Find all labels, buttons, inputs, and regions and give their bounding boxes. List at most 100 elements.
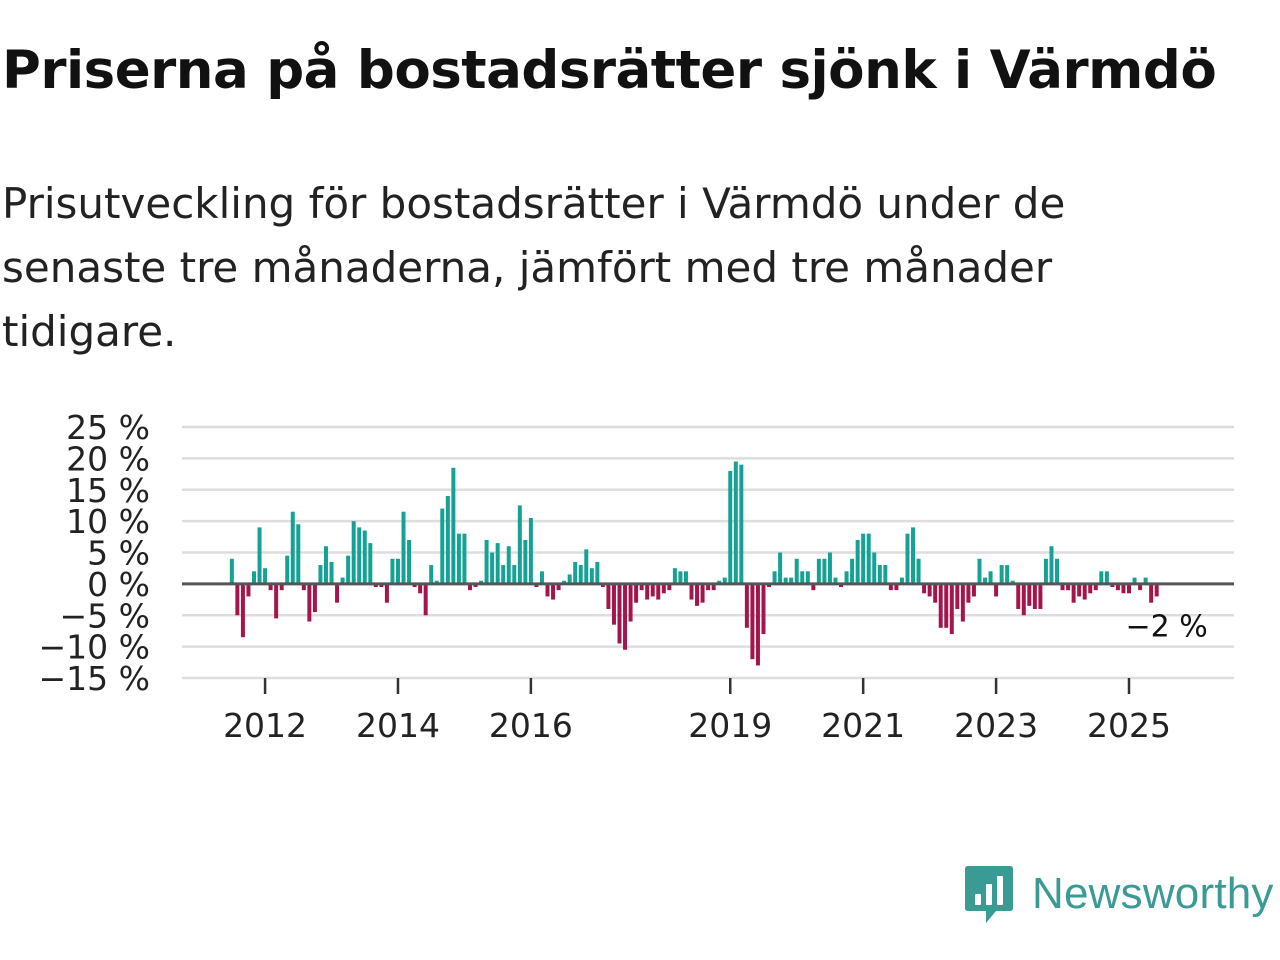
bar	[362, 530, 367, 584]
bar	[257, 527, 262, 584]
bar	[744, 583, 749, 628]
x-tick-label: 2019	[688, 706, 772, 745]
bar	[412, 583, 417, 588]
bar	[1071, 583, 1076, 603]
y-tick-label: 15 %	[66, 471, 150, 510]
bar	[689, 583, 694, 600]
bar	[639, 583, 644, 591]
bar	[1066, 583, 1071, 591]
bar	[556, 583, 561, 591]
bar	[318, 565, 323, 584]
bar	[844, 571, 849, 584]
x-tick-label: 2016	[489, 706, 573, 745]
bar	[1104, 571, 1109, 584]
bar	[772, 571, 777, 584]
bar	[933, 583, 938, 603]
bar	[678, 571, 683, 584]
bar	[340, 577, 345, 584]
newsworthy-logo-icon	[965, 866, 1013, 923]
bar	[351, 521, 356, 584]
bar	[816, 558, 821, 584]
bar	[1043, 558, 1048, 584]
bar	[695, 583, 700, 606]
bar	[1149, 583, 1154, 603]
bar	[1016, 583, 1021, 609]
bar	[562, 580, 567, 584]
bar	[346, 555, 351, 584]
bar	[1138, 583, 1143, 591]
bar	[866, 533, 871, 584]
bar	[429, 565, 434, 584]
bar	[611, 583, 616, 625]
bar	[490, 552, 495, 584]
bar	[977, 558, 982, 584]
bar	[307, 583, 312, 622]
y-tick-label: 0 %	[87, 565, 150, 604]
bar	[894, 583, 899, 591]
chart-title: Priserna på bostadsrätter sjönk i Värmdö	[2, 40, 1217, 101]
bar	[999, 565, 1004, 584]
bar	[827, 552, 832, 584]
bar	[717, 580, 722, 584]
bar	[971, 583, 976, 597]
newsworthy-logo[interactable]: Newsworthy	[964, 864, 1274, 924]
bar	[645, 583, 650, 600]
bar	[623, 583, 628, 650]
bar	[833, 577, 838, 584]
bar	[1088, 583, 1093, 594]
bar	[357, 527, 362, 584]
bar	[467, 583, 472, 591]
bar	[578, 565, 583, 584]
bar	[861, 533, 866, 584]
bar	[1060, 583, 1065, 591]
bar	[1005, 565, 1010, 584]
bar	[1115, 583, 1120, 591]
bar	[462, 533, 467, 584]
bar	[268, 583, 273, 591]
bar	[523, 539, 528, 584]
bar	[240, 583, 245, 638]
x-tick-label: 2014	[356, 706, 440, 745]
bar	[938, 583, 943, 628]
x-tick-label: 2025	[1087, 706, 1171, 745]
x-axis: 2012 2014 2016 2019 2021 2023 2025	[223, 678, 1171, 745]
bar	[1082, 583, 1087, 600]
bar	[235, 583, 240, 616]
bar	[706, 583, 711, 591]
bar	[750, 583, 755, 660]
bar	[872, 552, 877, 584]
bar	[805, 571, 810, 584]
y-tick-label: −15 %	[39, 659, 151, 698]
bar	[667, 583, 672, 591]
bar	[1121, 583, 1126, 594]
y-tick-label: −10 %	[39, 628, 151, 667]
bar	[800, 571, 805, 584]
bar	[1143, 577, 1148, 584]
bar	[955, 583, 960, 609]
bar	[451, 467, 456, 584]
bar	[767, 583, 772, 588]
bar	[839, 583, 844, 588]
bar	[329, 561, 334, 584]
bar	[877, 565, 882, 584]
bar	[1077, 583, 1082, 597]
bar	[1027, 583, 1032, 606]
bar	[683, 571, 688, 584]
bar	[545, 583, 550, 597]
bar	[728, 470, 733, 584]
bar	[927, 583, 932, 597]
bar	[850, 558, 855, 584]
bar	[589, 568, 594, 584]
bar	[390, 558, 395, 584]
bar	[368, 543, 373, 584]
bar	[733, 461, 738, 584]
latest-value-label: −2 %	[1126, 609, 1208, 644]
bar	[296, 524, 301, 584]
bar	[1154, 583, 1159, 597]
bar	[711, 583, 716, 591]
bar	[822, 558, 827, 584]
bar	[722, 577, 727, 584]
bar	[983, 577, 988, 584]
bar	[473, 583, 478, 588]
bar	[384, 583, 389, 603]
